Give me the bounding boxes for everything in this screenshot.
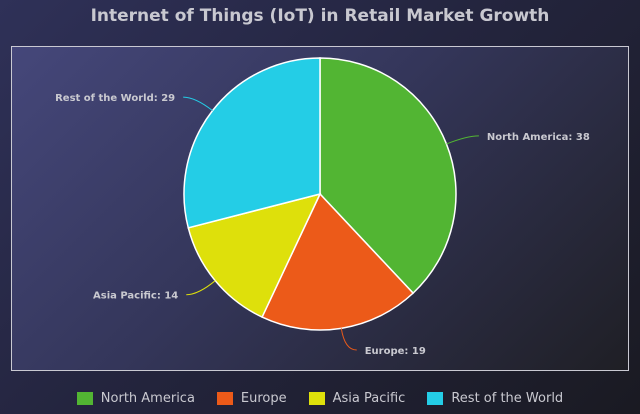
legend-label: Asia Pacific <box>332 390 406 406</box>
data-label-asia-pacific: Asia Pacific: 14 <box>93 291 178 302</box>
legend-item-north-america[interactable]: North America <box>76 390 195 406</box>
legend-swatch <box>76 391 93 405</box>
leader-line-rest-of-the-world <box>183 96 213 112</box>
legend-item-asia-pacific[interactable]: Asia Pacific <box>308 390 406 406</box>
chart-title: Internet of Things (IoT) in Retail Marke… <box>90 6 550 26</box>
leader-line-europe <box>340 328 357 351</box>
data-label-north-america: North America: 38 <box>487 132 590 143</box>
legend: North America Europe Asia Pacific Rest of t… <box>0 388 640 408</box>
pie-slice-europe[interactable] <box>261 192 415 331</box>
leader-line-north-america <box>446 135 479 145</box>
legend-swatch <box>308 391 325 405</box>
legend-label: Europe <box>240 390 287 406</box>
pie-slice-rest-of-the-world[interactable] <box>183 57 321 229</box>
data-label-europe: Europe: 19 <box>365 346 426 357</box>
leader-line-asia-pacific <box>186 280 216 296</box>
pie-slice-asia-pacific[interactable] <box>187 192 322 319</box>
legend-swatch <box>427 391 444 405</box>
legend-swatch <box>216 391 233 405</box>
legend-label: North America <box>100 390 195 406</box>
data-label-rest-of-the-world: Rest of the World: 29 <box>55 93 175 104</box>
pie-slice-north-america[interactable] <box>319 57 457 295</box>
legend-item-europe[interactable]: Europe <box>216 390 287 406</box>
legend-item-rest-of-the-world[interactable]: Rest of the World <box>427 391 563 406</box>
legend-label: Rest of the World <box>451 390 564 406</box>
